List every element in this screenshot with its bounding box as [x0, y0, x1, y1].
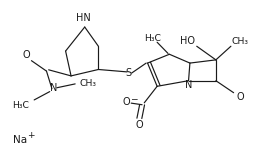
Text: O: O — [237, 92, 244, 102]
Text: N: N — [185, 80, 192, 90]
Text: O: O — [22, 50, 30, 60]
Text: CH₃: CH₃ — [232, 37, 249, 46]
Text: −: − — [130, 94, 138, 103]
Text: S: S — [125, 68, 131, 78]
Text: CH₃: CH₃ — [79, 79, 97, 88]
Text: H₃C: H₃C — [145, 34, 161, 43]
Text: O: O — [122, 97, 130, 107]
Text: HN: HN — [76, 13, 91, 23]
Text: +: + — [27, 132, 35, 141]
Text: O: O — [136, 120, 143, 130]
Text: H₃C: H₃C — [13, 101, 30, 110]
Text: HO: HO — [180, 37, 195, 46]
Text: Na: Na — [14, 135, 28, 145]
Text: N: N — [51, 83, 58, 93]
